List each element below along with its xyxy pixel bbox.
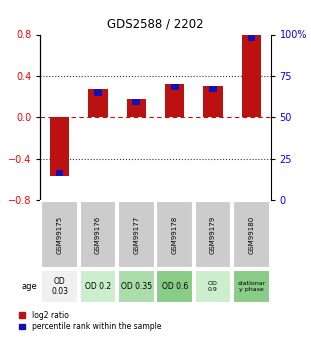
Bar <box>242 34 261 117</box>
Bar <box>41 270 78 303</box>
Text: GDS2588 / 2202: GDS2588 / 2202 <box>107 17 204 30</box>
Text: GSM99180: GSM99180 <box>248 216 254 254</box>
Bar <box>132 99 140 105</box>
Bar <box>80 270 116 303</box>
Text: stationar
y phase: stationar y phase <box>237 281 266 292</box>
Legend: log2 ratio, percentile rank within the sample: log2 ratio, percentile rank within the s… <box>19 311 161 331</box>
Text: OD 0.2: OD 0.2 <box>85 282 111 291</box>
Bar <box>41 201 78 268</box>
Bar <box>195 270 231 303</box>
Bar <box>203 86 223 117</box>
Bar <box>171 84 179 90</box>
Bar <box>156 270 193 303</box>
Bar <box>209 86 217 92</box>
Text: age: age <box>21 282 37 291</box>
Bar <box>94 89 102 96</box>
Text: OD 0.35: OD 0.35 <box>121 282 152 291</box>
Text: OD
0.03: OD 0.03 <box>51 277 68 296</box>
Bar <box>80 201 116 268</box>
Bar <box>127 99 146 117</box>
Bar <box>118 270 155 303</box>
Bar <box>56 170 63 176</box>
Bar <box>118 201 155 268</box>
Text: GSM99175: GSM99175 <box>57 216 63 254</box>
Text: GSM99179: GSM99179 <box>210 216 216 254</box>
Text: OD 0.6: OD 0.6 <box>161 282 188 291</box>
Text: OD
0.9: OD 0.9 <box>208 281 218 292</box>
Bar <box>248 34 255 41</box>
Bar <box>233 270 270 303</box>
Bar <box>156 201 193 268</box>
Text: GSM99177: GSM99177 <box>133 216 139 254</box>
Bar <box>50 117 69 176</box>
Bar <box>165 84 184 117</box>
Bar <box>233 201 270 268</box>
Bar <box>88 89 108 117</box>
Bar <box>195 201 231 268</box>
Text: GSM99176: GSM99176 <box>95 216 101 254</box>
Text: GSM99178: GSM99178 <box>172 216 178 254</box>
